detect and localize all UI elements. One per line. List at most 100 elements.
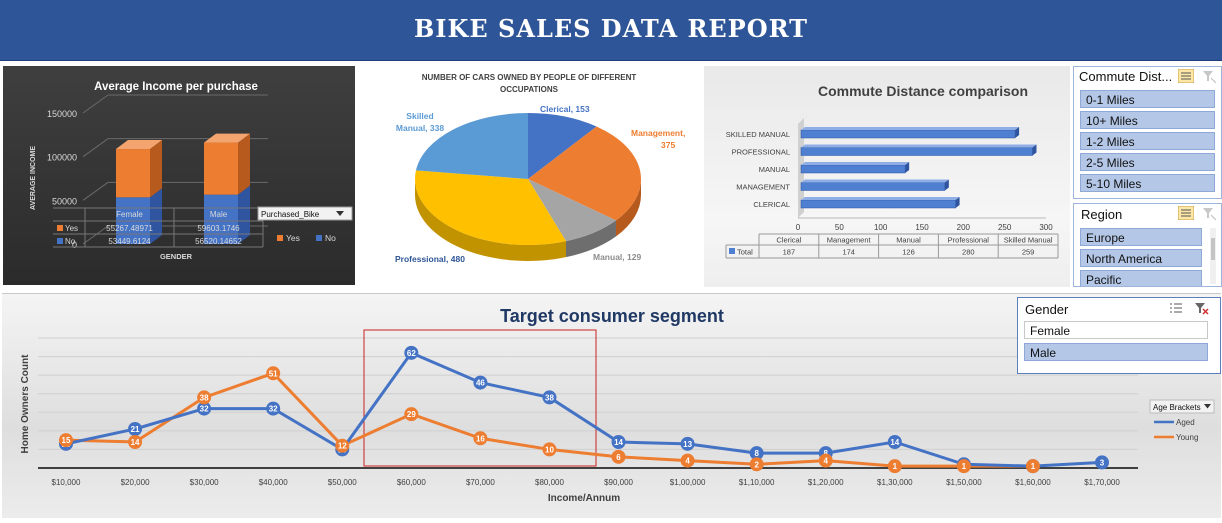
- gridline: [82, 225, 109, 245]
- data-label: 38: [200, 393, 209, 402]
- slicer-item-5-10-miles[interactable]: 5-10 Miles: [1080, 174, 1215, 192]
- pie-slice-professional: [415, 170, 566, 245]
- pie-slice-manual: [528, 179, 616, 242]
- data-point-aged: [887, 435, 902, 449]
- data-point-aged: [749, 446, 764, 461]
- slicer-item-europe[interactable]: Europe: [1080, 228, 1202, 246]
- slicer-item-0-1-miles[interactable]: 0-1 Miles: [1080, 90, 1215, 108]
- y-tick-label: MANUAL: [759, 165, 790, 174]
- commute-slicer[interactable]: Commute Dist... 0-1 Miles 10+ Miles 1-2 …: [1073, 66, 1222, 199]
- bar-management: [800, 182, 946, 191]
- clear-filter-icon[interactable]: [1201, 206, 1217, 221]
- x-tick-label: $50,000: [328, 478, 357, 487]
- data-label: 14: [614, 438, 623, 447]
- data-label: 2: [754, 460, 759, 469]
- data-label: 13: [683, 440, 692, 449]
- legend-label: Young: [1176, 433, 1198, 442]
- legend-title: Purchased_Bike: [261, 210, 320, 219]
- table-header: Management: [827, 236, 872, 245]
- gender-slicer[interactable]: Gender Female Male: [1017, 297, 1221, 374]
- pie-data-label: Manual, 338: [396, 123, 444, 133]
- x-tick-label: $90,000: [604, 478, 633, 487]
- y-tick-label: 0: [72, 240, 77, 250]
- x-tick-label: $1,20,000: [808, 478, 844, 487]
- data-point-young: [335, 438, 350, 453]
- data-label: 1: [893, 462, 898, 471]
- report-banner: BIKE SALES DATA REPORT: [0, 0, 1222, 61]
- chart-title: OCCUPATIONS: [500, 85, 559, 94]
- x-tick-label: $40,000: [259, 478, 288, 487]
- data-point-aged: [473, 375, 488, 390]
- slicer-item-10-plus-miles[interactable]: 10+ Miles: [1080, 111, 1215, 129]
- y-axis-label: AVERAGE INCOME: [30, 146, 37, 210]
- x-tick-label: 0: [796, 223, 801, 232]
- bar-top: [801, 162, 910, 165]
- data-point-young: [404, 407, 419, 422]
- chart-title: Average Income per purchase: [94, 81, 258, 93]
- bar-yes-female: [116, 149, 150, 198]
- x-tick-label: 300: [1039, 223, 1053, 232]
- multi-select-icon[interactable]: [1177, 205, 1195, 221]
- bar-professional: [800, 147, 1033, 156]
- x-tick-label: 200: [957, 223, 971, 232]
- table-header: Skilled Manual: [1004, 236, 1053, 245]
- chart-title: Target consumer segment: [500, 306, 724, 326]
- multi-select-icon[interactable]: [1168, 301, 1184, 315]
- slicer-item-north-america[interactable]: North America: [1080, 249, 1202, 267]
- table-header: Manual: [896, 236, 921, 245]
- filter-dropdown-icon: [336, 211, 344, 216]
- slicer-item-1-2-miles[interactable]: 1-2 Miles: [1080, 132, 1215, 150]
- bar-top: [116, 140, 162, 150]
- multi-select-icon[interactable]: [1177, 68, 1195, 84]
- table-header: Female: [116, 210, 143, 219]
- bar-clerical: [800, 199, 956, 209]
- x-tick-label: 250: [998, 223, 1012, 232]
- data-point-aged: [611, 435, 626, 449]
- data-label: 21: [131, 425, 140, 434]
- data-point-aged: [128, 422, 143, 436]
- y-axis-label: Home Owners Count: [20, 354, 31, 454]
- region-scrollbar[interactable]: [1210, 228, 1216, 284]
- table-row-label: No: [65, 237, 76, 246]
- income-chart: Average Income per purchase 0 50000 100000 1…: [30, 81, 353, 261]
- legend-title: Age Brackets: [1153, 403, 1201, 412]
- target-chart-panel[interactable]: Target consumer segment $10,000 $20,000 $30…: [2, 293, 1221, 518]
- bar-side: [944, 179, 949, 191]
- chart-title: Commute Distance comparison: [818, 83, 1028, 99]
- y-tick-label: MANAGEMENT: [736, 183, 790, 192]
- slicer-item-2-5-miles[interactable]: 2-5 Miles: [1080, 153, 1215, 171]
- clear-filter-icon[interactable]: [1193, 301, 1209, 315]
- legend-filter-button: [257, 206, 353, 221]
- x-tick-label: $10,000: [52, 478, 81, 487]
- income-chart-panel[interactable]: Average Income per purchase 0 50000 100000 1…: [3, 66, 355, 285]
- data-label: 32: [200, 405, 209, 414]
- data-label: 62: [407, 349, 416, 358]
- table-cell: 187: [783, 248, 796, 257]
- slicer-item-female[interactable]: Female: [1024, 321, 1208, 339]
- bar-top: [801, 127, 1020, 130]
- x-tick-label: $70,000: [466, 478, 495, 487]
- data-label: 3: [1100, 458, 1105, 467]
- clear-filter-icon[interactable]: [1201, 69, 1217, 84]
- pie-slice-clerical: [528, 113, 597, 179]
- region-slicer[interactable]: Region Europe North America Pacific: [1073, 203, 1222, 287]
- commute-chart-panel[interactable]: Commute Distance comparison 0 50 100 150 200 2…: [704, 66, 1070, 287]
- x-axis-label: GENDER: [160, 252, 193, 261]
- x-tick-label: 100: [874, 223, 888, 232]
- slicer-item-male[interactable]: Male: [1024, 343, 1208, 361]
- x-tick-label: $60,000: [397, 478, 426, 487]
- data-label: 14: [131, 438, 140, 447]
- data-label: 1: [1031, 462, 1036, 471]
- data-label: 16: [476, 434, 485, 443]
- data-point-young: [197, 390, 212, 405]
- bar-side: [1032, 144, 1037, 156]
- data-label: 4: [685, 457, 690, 466]
- cars-chart-panel[interactable]: NUMBER OF CARS OWNED BY PEOPLE OF DIFFER…: [360, 66, 698, 285]
- pie-side-management: [615, 179, 641, 237]
- data-point-young: [680, 453, 695, 468]
- highlight-box: [363, 329, 597, 467]
- gridline: [82, 94, 109, 114]
- slicer-item-pacific[interactable]: Pacific: [1080, 270, 1202, 286]
- bar-no-male: [204, 194, 238, 244]
- legend-swatch-yes: [277, 235, 283, 241]
